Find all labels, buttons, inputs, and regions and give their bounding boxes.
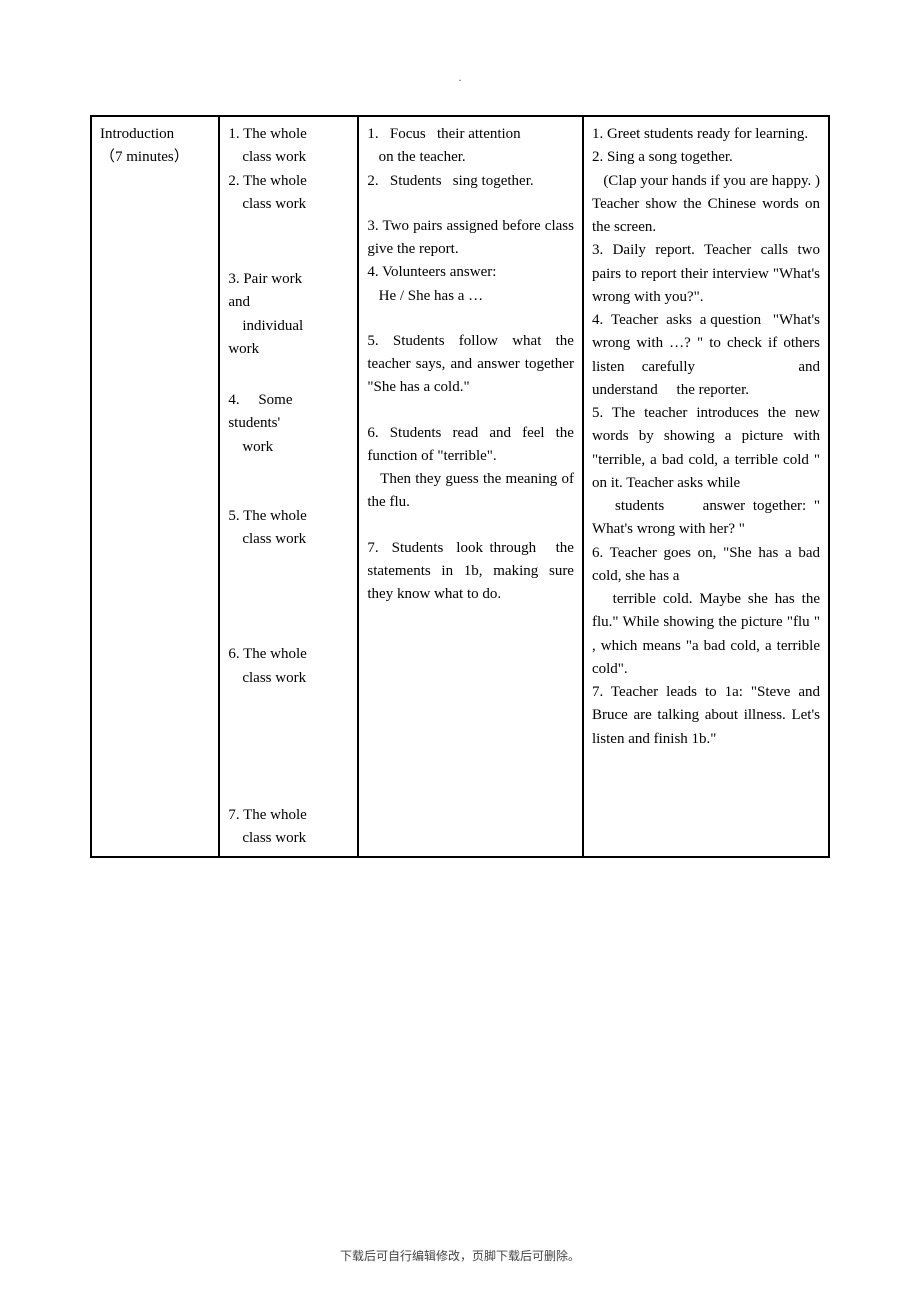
ip-item-6a: 6. The whole [228,646,306,662]
student-activity-cell: 1. Focus their attention on the teacher.… [358,116,583,857]
ip-item-4a: 4. Some [228,392,292,408]
ip-item-3a: 3. Pair work [228,271,302,287]
ta-item-1: 1. Greet students ready for learning. [592,123,820,146]
ta-item-3: 3. Daily report. Teacher calls two pairs… [592,239,820,309]
ta-item-7: 7. Teacher leads to 1a: "Steve and Bruce… [592,681,820,751]
ip-item-3b: and [228,294,250,310]
ip-item-5b: class work [228,531,306,547]
ip-item-7b: class work [228,830,306,846]
interaction-patterns-cell: 1. The whole class work 2. The whole cla… [219,116,358,857]
ta-item-5: 5. The teacher introduces the new words … [592,402,820,542]
header-mark: . [90,70,830,85]
sa-item-4: 4. Volunteers answer: He / She has a … [367,261,574,308]
ip-item-1a: 1. The whole [228,126,306,142]
ip-item-4b: students' [228,415,280,431]
ip-item-4c: work [228,439,273,455]
sa-item-6: 6. Students read and feel the function o… [367,422,574,515]
stage-cell: Introduction （7 minutes） [91,116,219,857]
table-row: Introduction （7 minutes） 1. The whole cl… [91,116,829,857]
sa-item-5: 5. Students follow what the teacher says… [367,330,574,400]
sa-item-7: 7. Students look through the statements … [367,537,574,607]
teacher-activity-cell: 1. Greet students ready for learning. 2.… [583,116,829,857]
ip-item-7a: 7. The whole [228,807,306,823]
sa-item-1: 1. Focus their attention on the teacher. [367,123,574,170]
sa-item-3: 3. Two pairs assigned before class give … [367,215,574,262]
ip-item-2a: 2. The whole [228,173,306,189]
ta-item-4: 4. Teacher asks a question "What's wrong… [592,309,820,402]
lesson-plan-table: Introduction （7 minutes） 1. The whole cl… [90,115,830,858]
ta-item-6: 6. Teacher goes on, "She has a bad cold,… [592,542,820,682]
ip-item-3c: individual [228,318,303,334]
stage-title: Introduction [100,123,210,146]
ip-item-1b: class work [228,149,306,165]
document-page: . Introduction （7 minutes） 1. The whole … [0,0,920,1302]
ip-item-3d: work [228,341,259,357]
stage-duration: （7 minutes） [100,146,210,169]
ip-item-2b: class work [228,196,306,212]
sa-item-2: 2. Students sing together. [367,170,574,193]
ip-item-5a: 5. The whole [228,508,306,524]
page-footer: 下载后可自行编辑修改，页脚下载后可删除。 [0,1247,920,1264]
ip-item-6b: class work [228,670,306,686]
ta-item-2: 2. Sing a song together. (Clap your hand… [592,146,820,239]
